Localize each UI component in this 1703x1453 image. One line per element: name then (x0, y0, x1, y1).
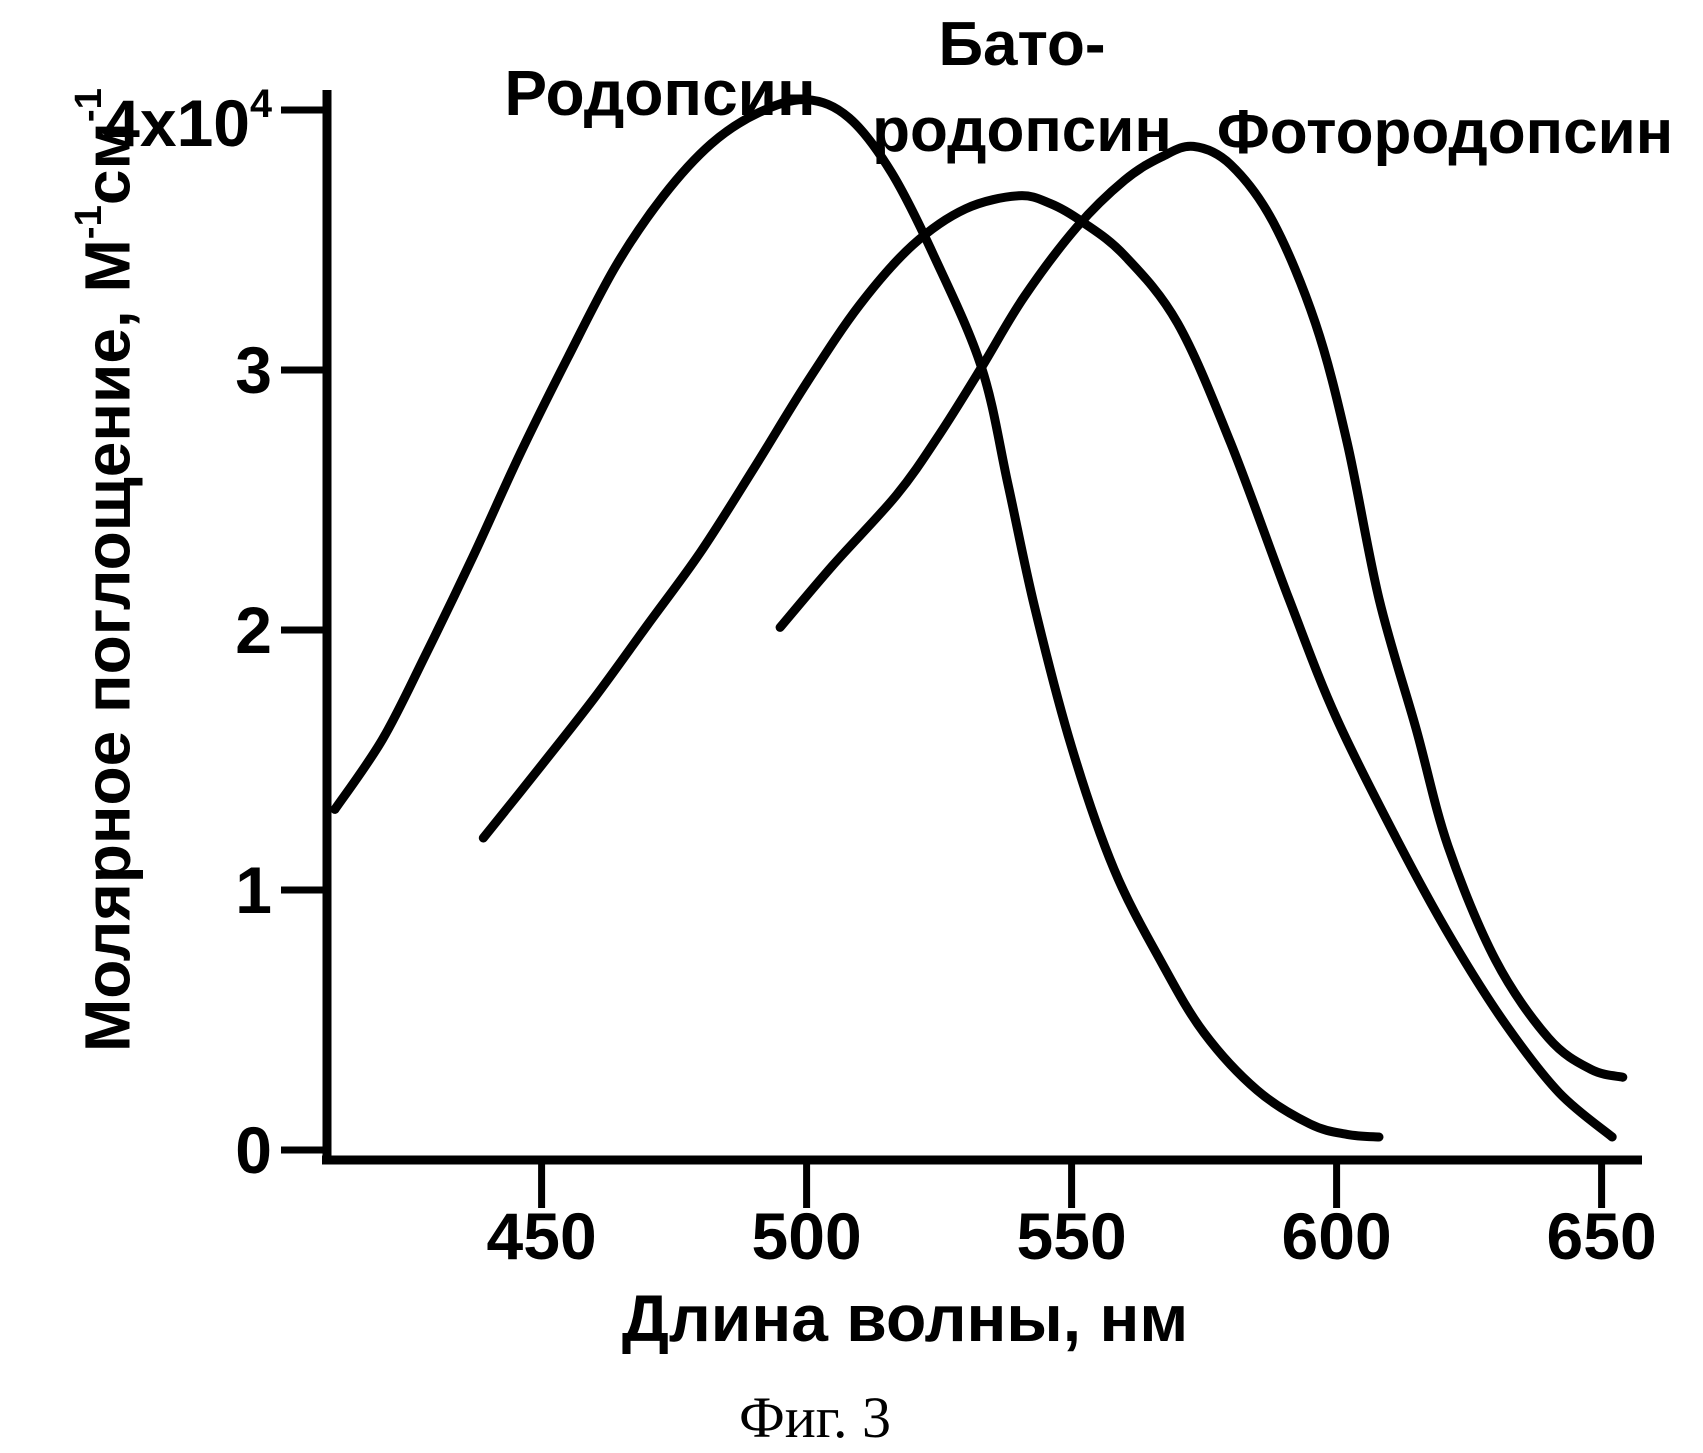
curve-bathorhodopsin (478, 191, 1617, 1142)
curve-label-bathorhodopsin: Бато- родопсин (872, 10, 1172, 165)
x-tick-label-450: 450 (486, 1199, 597, 1273)
y-tick-label-4: 4x104 (103, 82, 272, 160)
x-axis-title: Длина волны, нм (621, 1281, 1189, 1355)
x-tick-label-550: 550 (1016, 1199, 1127, 1273)
y-tick-label-0: 0 (235, 1113, 272, 1187)
y-tick-label-2: 2 (235, 593, 272, 667)
figure-caption: Фиг. 3 (738, 1385, 892, 1450)
y-tick-label-3: 3 (235, 333, 272, 407)
curve-rhodopsin (330, 95, 1384, 1142)
y-tick-label-1: 1 (235, 853, 272, 927)
x-tick-label-650: 650 (1546, 1199, 1657, 1273)
y-axis-title: Молярное поглощение, М-1см-1 (67, 87, 144, 1053)
x-tick-label-500: 500 (751, 1199, 862, 1273)
curve-label-rhodopsin: Родопсин (504, 57, 816, 129)
curve-label-photorhodopsin: Фотородопсин (1216, 98, 1674, 167)
x-tick-label-600: 600 (1281, 1199, 1392, 1273)
curve-photorhodopsin (775, 141, 1628, 1082)
